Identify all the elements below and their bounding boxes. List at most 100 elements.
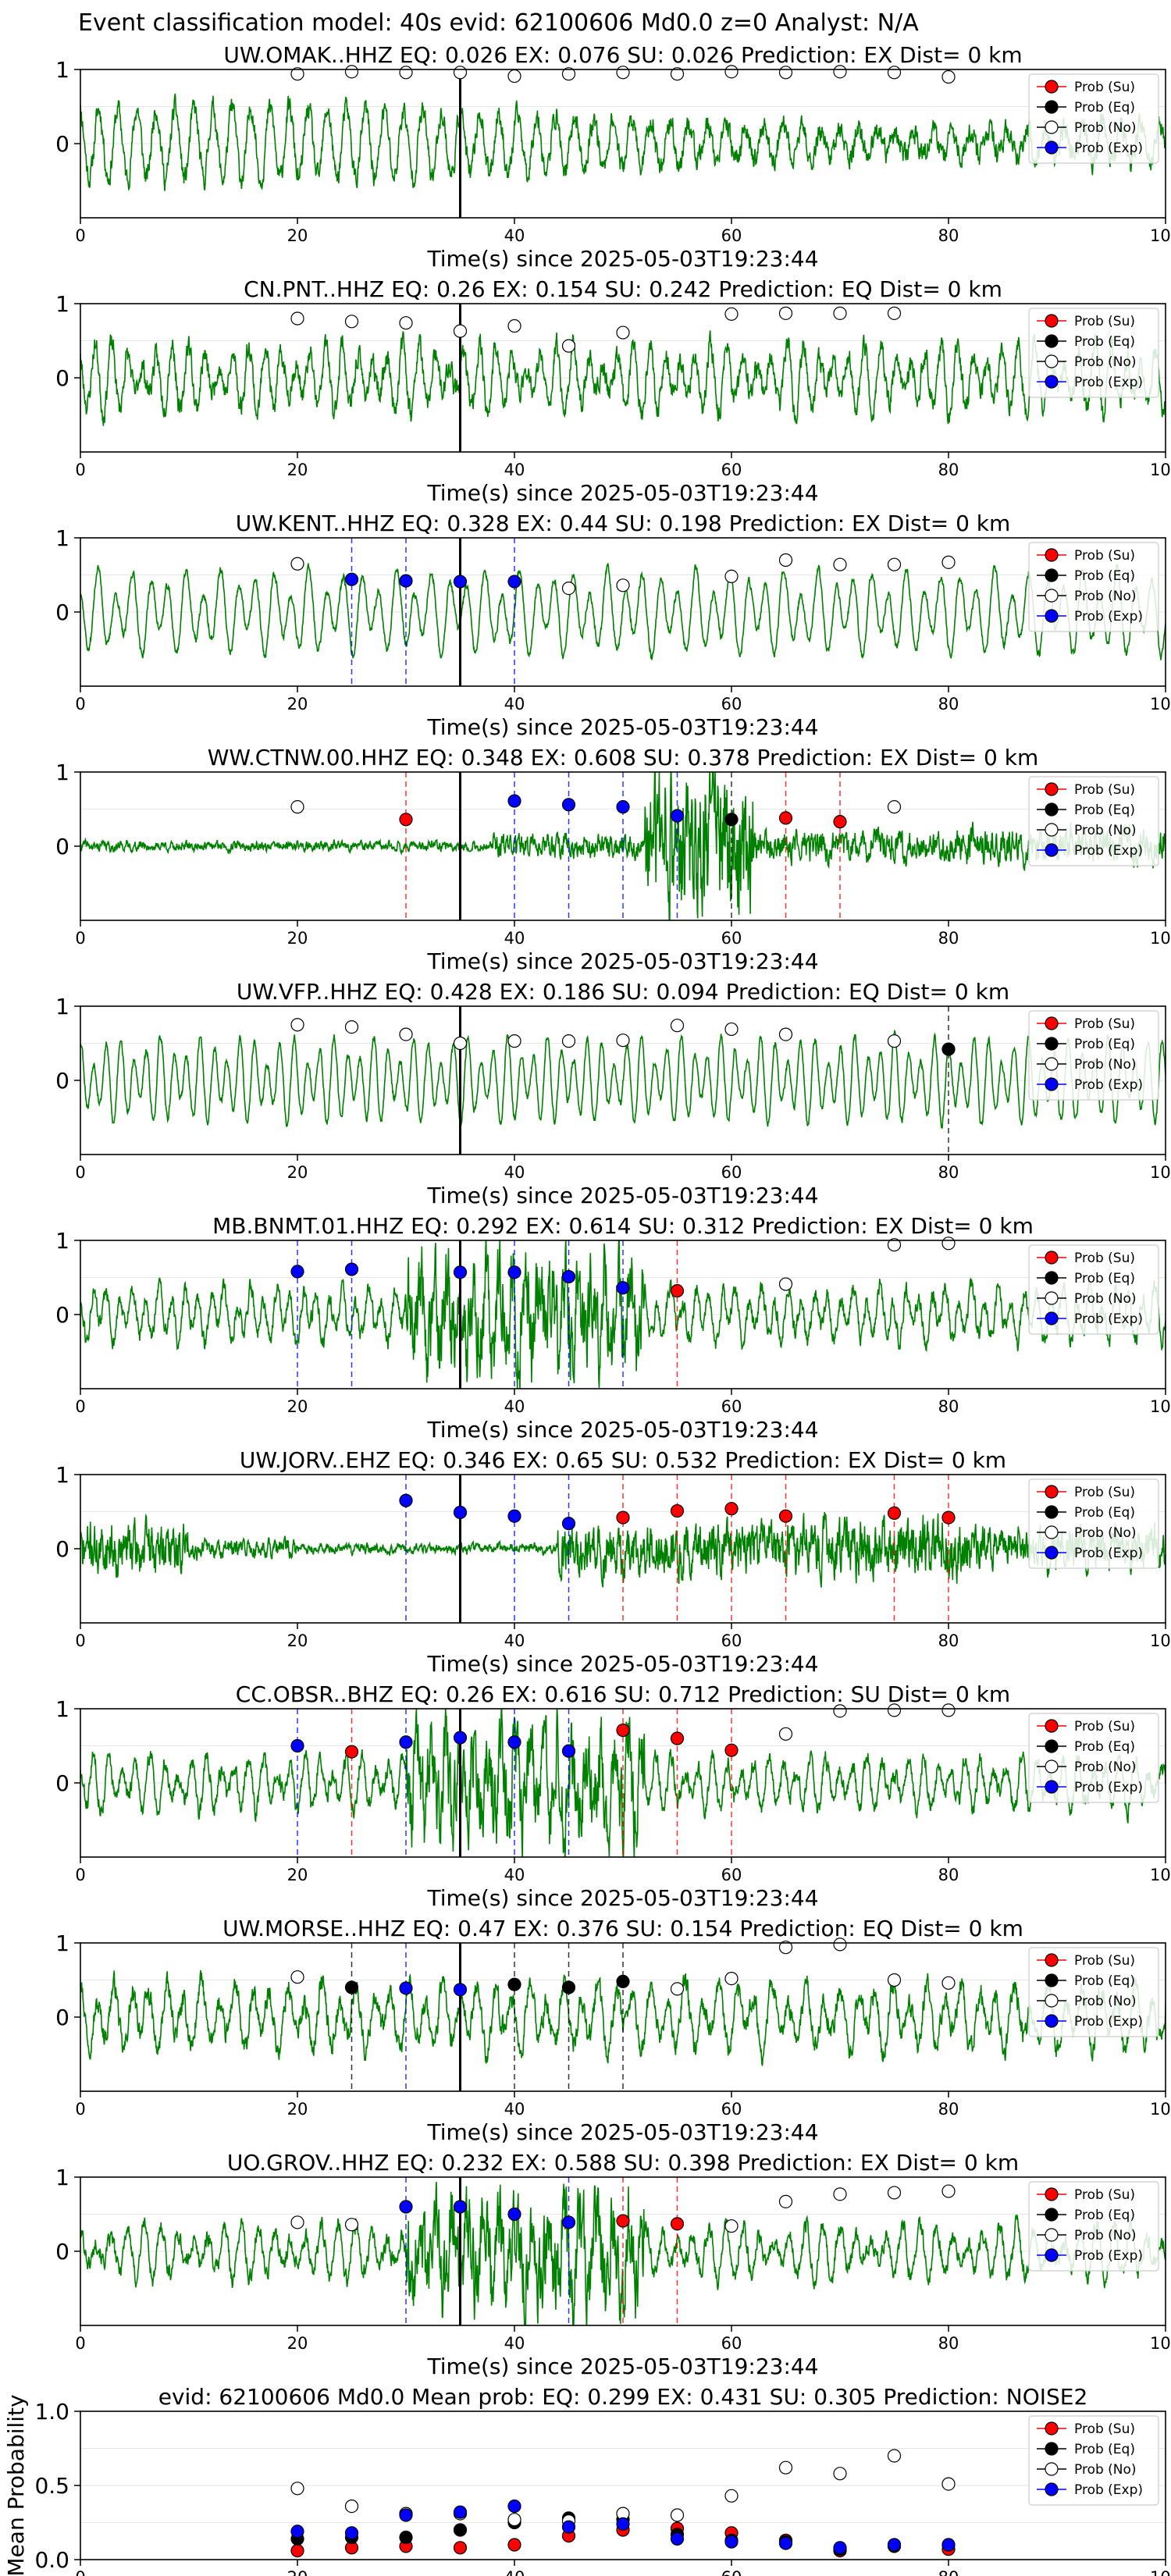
waveform-trace — [80, 93, 1166, 191]
x-tick-label: 40 — [504, 226, 525, 245]
prob-marker-su — [670, 1503, 685, 1518]
waveform-trace — [80, 2182, 1166, 2325]
legend-label-exp: Prob (Exp) — [1074, 2248, 1143, 2264]
prob-marker-no — [290, 1970, 304, 1984]
mean-marker-no — [507, 2513, 521, 2527]
y-tick-label: 0 — [55, 1536, 69, 1562]
y-tick-label: 0 — [55, 131, 69, 157]
legend-marker-exp — [1045, 1077, 1059, 1091]
prob-marker-exp — [399, 2200, 413, 2214]
x-tick-label: 20 — [287, 1866, 308, 1884]
legend-label-no: Prob (No) — [1074, 1759, 1137, 1775]
x-tick-label: 40 — [504, 1866, 525, 1884]
legend-marker-eq — [1045, 802, 1059, 817]
mean-marker-exp — [833, 2541, 847, 2555]
mean-marker-exp — [453, 2505, 468, 2519]
legend-marker-eq — [1045, 100, 1059, 114]
x-tick-label: 20 — [287, 226, 308, 245]
legend-box — [1028, 73, 1159, 164]
prob-marker-no — [778, 2194, 793, 2208]
x-tick-label: 60 — [721, 226, 742, 245]
panel-ww-ctnw-00-hhz: WW.CTNW.00.HHZ EQ: 0.348 EX: 0.608 SU: 0… — [55, 745, 1171, 974]
legend-marker-exp — [1045, 375, 1059, 389]
y-tick-label: 1 — [55, 57, 69, 83]
x-tick-label: 60 — [721, 2334, 742, 2353]
legend-marker-su — [1045, 80, 1059, 94]
legend-label-eq: Prob (Eq) — [1074, 2208, 1135, 2223]
legend-marker-no — [1045, 1057, 1059, 1071]
legend-marker-eq — [1045, 2442, 1059, 2456]
prob-marker-no — [290, 800, 304, 814]
legend-label-su: Prob (Su) — [1074, 1953, 1135, 1969]
x-tick-label: 0 — [75, 461, 85, 479]
legend-label-su: Prob (Su) — [1074, 314, 1135, 329]
y-tick-label: 0.5 — [34, 2473, 69, 2499]
prob-marker-no — [290, 2215, 304, 2229]
prob-marker-no — [290, 311, 304, 326]
legend-box — [1028, 776, 1159, 866]
prob-marker-no — [724, 1022, 739, 1037]
legend-marker-no — [1045, 1759, 1059, 1774]
legend-marker-no — [1045, 1994, 1059, 2008]
prob-marker-exp — [453, 1731, 468, 1745]
y-tick-label: 0 — [55, 1770, 69, 1796]
legend-label-exp: Prob (Exp) — [1074, 609, 1143, 624]
legend-label-su: Prob (Su) — [1074, 2421, 1135, 2437]
mean-marker-no — [290, 2482, 304, 2496]
legend-label-eq: Prob (Eq) — [1074, 1973, 1135, 1989]
prob-marker-no — [290, 67, 304, 81]
x-tick-label: 40 — [504, 2100, 525, 2119]
prob-marker-no — [561, 67, 576, 81]
legend-marker-eq — [1045, 1505, 1059, 1519]
legend-marker-exp — [1045, 141, 1059, 155]
x-tick-label: 80 — [938, 226, 959, 245]
mean-marker-exp — [778, 2536, 793, 2550]
legend-marker-su — [1045, 548, 1059, 562]
panel-title: MB.BNMT.01.HHZ EQ: 0.292 EX: 0.614 SU: 0… — [212, 1213, 1034, 1239]
x-tick-label: 100 — [1150, 1631, 1171, 1650]
prob-marker-no — [616, 1034, 630, 1048]
legend-label-su: Prob (Su) — [1074, 2187, 1135, 2203]
panel-uo-grov--hhz: UO.GROV..HHZ EQ: 0.232 EX: 0.588 SU: 0.3… — [55, 2150, 1171, 2379]
legend-label-no: Prob (No) — [1074, 1994, 1137, 2009]
x-axis-label: Time(s) since 2025-05-03T19:23:44 — [426, 714, 818, 740]
prob-marker-exp — [507, 1265, 521, 1279]
prob-marker-eq — [941, 1042, 956, 1056]
mean-marker-exp — [561, 2520, 576, 2534]
prob-marker-no — [887, 1703, 902, 1717]
legend-label-eq: Prob (Eq) — [1074, 1505, 1135, 1521]
legend-label-no: Prob (No) — [1074, 354, 1137, 370]
legend-label-su: Prob (Su) — [1074, 1719, 1135, 1735]
mean-marker-no — [941, 2477, 956, 2491]
prob-marker-no — [941, 1976, 956, 1990]
panel-uw-omak--hhz: UW.OMAK..HHZ EQ: 0.026 EX: 0.076 SU: 0.0… — [55, 42, 1171, 272]
x-tick-label: 20 — [287, 1163, 308, 1182]
prob-marker-su — [399, 813, 413, 827]
legend-label-no: Prob (No) — [1074, 1057, 1137, 1073]
prob-marker-exp — [453, 2200, 468, 2214]
x-tick-label: 40 — [504, 461, 525, 479]
x-tick-label: 40 — [504, 1631, 525, 1650]
legend-marker-su — [1045, 1251, 1059, 1265]
x-axis-label: Time(s) since 2025-05-03T19:23:44 — [426, 1183, 818, 1208]
mean-marker-eq — [399, 2530, 413, 2545]
legend-label-exp: Prob (Exp) — [1074, 1780, 1143, 1795]
x-axis-label: Time(s) since 2025-05-03T19:23:44 — [426, 948, 818, 974]
figure-suptitle: Event classification model: 40s evid: 62… — [78, 9, 919, 37]
y-tick-label: 0 — [55, 365, 69, 391]
x-tick-label: 80 — [938, 1631, 959, 1650]
panel-uw-kent--hhz: UW.KENT..HHZ EQ: 0.328 EX: 0.44 SU: 0.19… — [55, 511, 1171, 740]
prob-marker-exp — [399, 574, 413, 588]
prob-marker-eq — [561, 1980, 576, 1994]
panel-title: UW.JORV..EHZ EQ: 0.346 EX: 0.65 SU: 0.53… — [240, 1447, 1006, 1473]
legend-label-su: Prob (Su) — [1074, 782, 1135, 798]
prob-marker-su — [941, 1510, 956, 1525]
prob-marker-exp — [561, 798, 576, 812]
prob-marker-su — [344, 1745, 359, 1759]
x-tick-label: 0 — [75, 695, 85, 713]
legend-marker-su — [1045, 2421, 1059, 2435]
prob-marker-exp — [399, 1981, 413, 1995]
mean-marker-exp — [887, 2538, 902, 2552]
legend-marker-exp — [1045, 2248, 1059, 2262]
